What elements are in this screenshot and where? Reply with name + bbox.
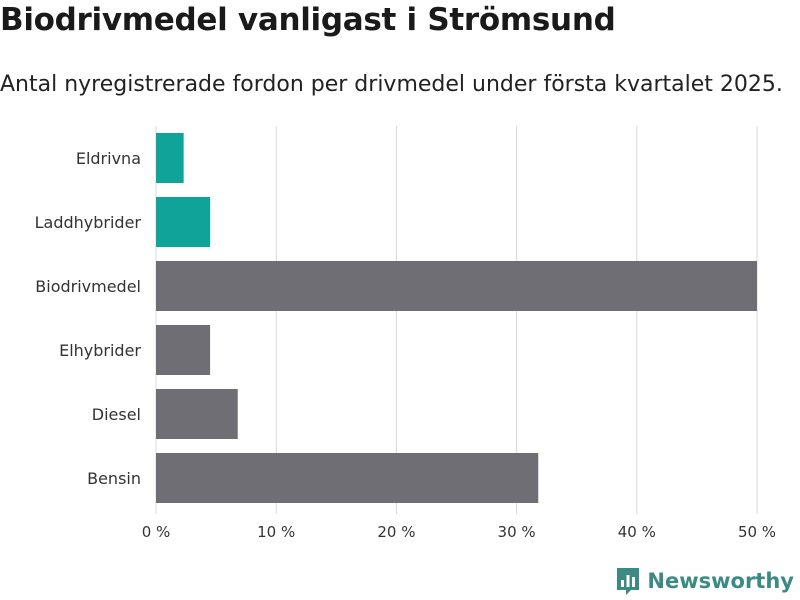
bar [156, 133, 184, 183]
category-label: Bensin [87, 469, 141, 488]
category-labels: Eldrivna Laddhybrider Biodrivmedel Elhybrid… [35, 149, 142, 488]
bar [156, 261, 757, 311]
x-axis-ticks: 0 % 10 % 20 % 30 % 40 % 50 % [142, 523, 776, 541]
x-tick-label: 0 % [142, 523, 171, 541]
brand-name: Newsworthy [647, 569, 794, 593]
x-tick-label: 20 % [377, 523, 415, 541]
x-tick-label: 10 % [257, 523, 295, 541]
bar [156, 325, 211, 375]
x-tick-label: 30 % [498, 523, 536, 541]
category-label: Elhybrider [59, 341, 141, 360]
category-label: Eldrivna [76, 149, 141, 168]
category-label: Biodrivmedel [35, 277, 141, 296]
x-tick-label: 40 % [618, 523, 656, 541]
bar [156, 197, 211, 247]
brand-logo: Newsworthy [615, 566, 794, 596]
bars [156, 133, 757, 503]
category-label: Diesel [92, 405, 141, 424]
x-tick-label: 50 % [738, 523, 776, 541]
chart-subtitle: Antal nyregistrerade fordon per drivmede… [0, 72, 783, 97]
grid-lines [155, 126, 758, 514]
bar [156, 453, 539, 503]
newsworthy-logo-icon [617, 568, 640, 595]
category-label: Laddhybrider [35, 213, 142, 232]
bar [156, 389, 238, 439]
chart-title: Biodrivmedel vanligast i Strömsund [0, 2, 616, 38]
